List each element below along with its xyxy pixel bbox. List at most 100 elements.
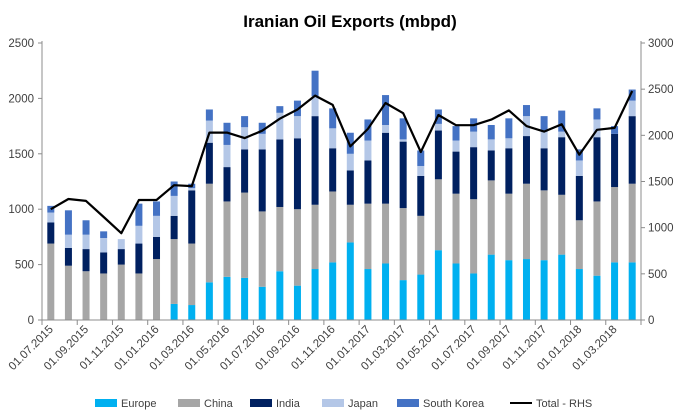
bar-europe bbox=[311, 269, 319, 320]
bar-india bbox=[540, 148, 548, 191]
bar-china bbox=[153, 259, 161, 320]
bar-china bbox=[241, 192, 249, 278]
bar-india bbox=[399, 141, 407, 209]
bar-china bbox=[505, 193, 513, 261]
bar-india bbox=[487, 150, 495, 181]
right-tick-label: 1500 bbox=[648, 177, 674, 189]
bar-south-korea bbox=[399, 118, 407, 140]
bar-india bbox=[575, 175, 583, 221]
bar-china bbox=[188, 243, 196, 306]
legend-label: South Korea bbox=[423, 398, 485, 410]
bar-china bbox=[470, 199, 478, 274]
bar-europe bbox=[399, 280, 407, 320]
bar-japan bbox=[153, 215, 161, 237]
bar-south-korea bbox=[100, 231, 108, 239]
bar-japan bbox=[417, 165, 425, 176]
chart-title: Iranian Oil Exports (mbpd) bbox=[243, 12, 456, 31]
right-tick-label: 0 bbox=[648, 315, 654, 327]
bar-europe bbox=[540, 260, 548, 320]
bar-europe bbox=[417, 274, 425, 320]
bar-japan bbox=[399, 139, 407, 142]
bar-japan bbox=[82, 234, 90, 250]
bar-japan bbox=[276, 112, 284, 140]
left-tick-label: 0 bbox=[28, 315, 34, 327]
bar-south-korea bbox=[452, 126, 460, 141]
bar-south-korea bbox=[505, 118, 513, 139]
bar-japan bbox=[505, 138, 513, 149]
bar-china bbox=[64, 265, 72, 320]
bar-japan bbox=[575, 160, 583, 176]
bar-china bbox=[311, 204, 319, 270]
bar-china bbox=[135, 273, 143, 320]
bar-europe bbox=[329, 262, 337, 320]
legend-label: China bbox=[204, 398, 234, 410]
bar-china bbox=[364, 203, 372, 270]
bar-india bbox=[382, 132, 390, 204]
bar-europe bbox=[434, 250, 442, 320]
bar-europe bbox=[487, 254, 495, 320]
bar-japan bbox=[64, 234, 72, 248]
left-tick-label: 2500 bbox=[8, 38, 34, 50]
bar-japan bbox=[346, 153, 354, 171]
bar-india bbox=[100, 252, 108, 274]
bar-china bbox=[452, 193, 460, 264]
bars-layer bbox=[47, 70, 636, 320]
bar-india bbox=[241, 149, 249, 193]
legend-label: India bbox=[276, 398, 301, 410]
bar-china bbox=[170, 239, 178, 304]
legend-swatch-europe bbox=[95, 399, 117, 407]
bar-japan bbox=[364, 140, 372, 161]
bar-india bbox=[82, 249, 90, 272]
bar-europe bbox=[276, 271, 284, 320]
bar-south-korea bbox=[346, 132, 354, 154]
bar-japan bbox=[487, 139, 495, 151]
bar-south-korea bbox=[223, 122, 231, 145]
right-tick-label: 1000 bbox=[648, 223, 674, 235]
bar-south-korea bbox=[205, 109, 213, 121]
bar-china bbox=[434, 179, 442, 251]
bar-china bbox=[205, 183, 213, 283]
bar-south-korea bbox=[329, 108, 337, 129]
right-tick-label: 2500 bbox=[648, 84, 674, 96]
bar-china bbox=[329, 191, 337, 263]
left-tick-label: 1500 bbox=[8, 149, 34, 161]
right-tick-label: 3000 bbox=[648, 38, 674, 50]
legend-swatch-japan bbox=[322, 399, 344, 407]
bar-south-korea bbox=[487, 124, 495, 140]
bar-south-korea bbox=[135, 203, 143, 226]
bar-japan bbox=[188, 188, 196, 191]
bar-south-korea bbox=[241, 116, 249, 128]
bar-south-korea bbox=[82, 220, 90, 235]
bar-south-korea bbox=[611, 126, 619, 134]
bar-europe bbox=[205, 282, 213, 320]
bar-japan bbox=[223, 144, 231, 168]
bar-japan bbox=[628, 100, 636, 117]
bar-japan bbox=[293, 116, 301, 139]
bar-japan bbox=[434, 123, 442, 131]
bar-japan bbox=[117, 239, 125, 250]
bar-japan bbox=[329, 128, 337, 149]
bar-china bbox=[417, 215, 425, 275]
bar-china bbox=[276, 206, 284, 272]
bar-europe bbox=[558, 254, 566, 320]
bar-india bbox=[276, 139, 284, 207]
bar-china bbox=[487, 180, 495, 255]
total-line-layer bbox=[50, 90, 634, 235]
legend-swatch-south-korea bbox=[397, 399, 419, 407]
bar-europe bbox=[188, 305, 196, 320]
bar-europe bbox=[382, 263, 390, 320]
bar-south-korea bbox=[593, 108, 601, 120]
left-tick-label: 2000 bbox=[8, 93, 34, 105]
bar-china bbox=[522, 183, 530, 260]
bar-india bbox=[558, 137, 566, 195]
bar-india bbox=[452, 151, 460, 194]
bar-japan bbox=[47, 212, 55, 223]
bar-south-korea bbox=[417, 150, 425, 166]
bar-india bbox=[346, 170, 354, 205]
legend: Europe China India Japan South Korea Total - … bbox=[95, 398, 592, 410]
legend-label: Japan bbox=[348, 398, 378, 410]
bar-india bbox=[205, 142, 213, 184]
bar-europe bbox=[505, 260, 513, 320]
legend-label: Europe bbox=[121, 398, 156, 410]
